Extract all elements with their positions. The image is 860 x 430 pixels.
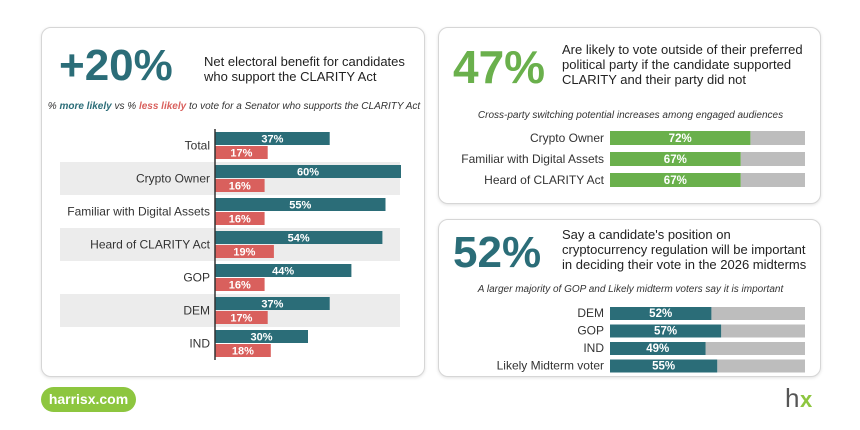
data-label-familiar-with-digital-assets: 67%: [664, 154, 687, 166]
bar-heard-of-clarity-act: [610, 173, 741, 187]
harrisx-logo: h x: [785, 383, 813, 413]
data-label-likely-midterm-voter: 55%: [652, 361, 675, 373]
data-label-less-likely-familiar-with-digital-assets: 16%: [229, 214, 251, 226]
data-label-less-likely-crypto-owner: 16%: [229, 181, 251, 193]
bar-less-likely-crypto-owner: [215, 179, 265, 192]
data-label-ind: 49%: [646, 343, 669, 355]
bar-less-likely-ind: [215, 344, 271, 357]
category-label-gop: GOP: [183, 271, 210, 285]
top-right-panel: 47% Are likely to vote outside of their …: [438, 27, 821, 204]
bar-remainder-dem: [711, 307, 805, 320]
bar-remainder-crypto-owner: [750, 131, 805, 145]
category-label-crypto-owner: Crypto Owner: [530, 131, 604, 145]
bar-more-likely-familiar-with-digital-assets: [215, 198, 386, 211]
data-label-less-likely-dem: 17%: [230, 313, 252, 325]
bar-more-likely-total: [215, 132, 330, 145]
left-big-stat: +20%: [59, 41, 173, 90]
data-label-more-likely-total: 37%: [261, 134, 283, 146]
data-label-less-likely-total: 17%: [230, 148, 252, 160]
category-label-dem: DEM: [577, 306, 604, 320]
bar-familiar-with-digital-assets: [610, 152, 741, 166]
bar-more-likely-gop: [215, 264, 352, 277]
subtitle-mid: vs %: [111, 101, 139, 112]
subtitle-suffix: to vote for a Senator who supports the C…: [186, 101, 421, 112]
tr-description: Are likely to vote outside of their pref…: [562, 42, 803, 87]
bar-remainder-gop: [721, 324, 805, 338]
bar-less-likely-heard-of-clarity-act: [215, 245, 274, 258]
bar-less-likely-total: [215, 146, 268, 159]
bar-ind: [610, 342, 706, 355]
subtitle-less-likely: less likely: [138, 101, 187, 112]
data-label-more-likely-dem: 37%: [261, 299, 283, 311]
data-label-less-likely-gop: 16%: [229, 280, 251, 292]
category-label-ind: IND: [583, 341, 604, 355]
bar-likely-midterm-voter: [610, 359, 718, 373]
bottom-right-panel: 52% Say a candidate's position on crypto…: [438, 219, 821, 377]
data-label-heard-of-clarity-act: 67%: [664, 175, 687, 187]
bar-more-likely-dem: [215, 297, 330, 310]
category-label-crypto-owner: Crypto Owner: [136, 172, 210, 186]
data-label-more-likely-heard-of-clarity-act: 54%: [288, 233, 310, 245]
bar-less-likely-familiar-with-digital-assets: [215, 212, 265, 225]
data-label-less-likely-ind: 18%: [232, 346, 254, 358]
data-label-more-likely-ind: 30%: [250, 332, 272, 344]
data-label-more-likely-familiar-with-digital-assets: 55%: [289, 200, 311, 212]
category-label-dem: DEM: [183, 304, 210, 318]
data-label-gop: 57%: [654, 326, 677, 338]
tr-note: Cross-party switching potential increase…: [477, 110, 784, 121]
data-label-dem: 52%: [649, 308, 672, 320]
data-label-more-likely-crypto-owner: 60%: [297, 167, 319, 179]
category-label-total: Total: [185, 139, 210, 153]
category-label-heard-of-clarity-act: Heard of CLARITY Act: [484, 173, 604, 187]
logo-h: h: [785, 383, 799, 413]
category-label-likely-midterm-voter: Likely Midterm voter: [497, 359, 604, 373]
left-subtitle: % more likely vs % less likely to vote f…: [42, 101, 424, 113]
br-bar-chart: DEM 52% GOP 57% IND 49% Likely Midterm voter 55…: [497, 306, 805, 373]
bar-remainder-likely-midterm-voter: [717, 359, 805, 373]
br-description: Say a candidate's position on cryptocurr…: [562, 227, 807, 272]
data-label-crypto-owner: 72%: [669, 133, 692, 145]
harrisx-url-badge[interactable]: harrisx.com: [41, 387, 136, 412]
bar-more-likely-ind: [215, 330, 308, 343]
bar-more-likely-heard-of-clarity-act: [215, 231, 383, 244]
br-note: A larger majority of GOP and Likely midt…: [477, 284, 784, 295]
left-panel: +20% Net electoral benefit for candidate…: [41, 27, 425, 377]
category-label-heard-of-clarity-act: Heard of CLARITY Act: [90, 238, 210, 252]
tr-big-stat: 47%: [453, 41, 546, 93]
subtitle-prefix: %: [47, 101, 60, 112]
br-big-stat: 52%: [453, 228, 542, 277]
bar-less-likely-dem: [215, 311, 268, 324]
left-bar-chart: Total 37% 17% Crypto Owner 60% 16% Familiar wi…: [60, 129, 401, 360]
bar-crypto-owner: [610, 131, 751, 145]
category-label-familiar-with-digital-assets: Familiar with Digital Assets: [67, 205, 210, 219]
bar-remainder-heard-of-clarity-act: [740, 173, 805, 187]
category-label-ind: IND: [189, 337, 210, 351]
bar-more-likely-crypto-owner: [215, 165, 401, 178]
bar-remainder-familiar-with-digital-assets: [740, 152, 805, 166]
data-label-more-likely-gop: 44%: [272, 266, 294, 278]
subtitle-more-likely: more likely: [59, 101, 112, 112]
left-description: Net electoral benefit for candidates who…: [204, 54, 405, 84]
bar-less-likely-gop: [215, 278, 265, 291]
bar-remainder-ind: [705, 342, 805, 355]
logo-x: x: [800, 387, 813, 412]
data-label-less-likely-heard-of-clarity-act: 19%: [233, 247, 255, 259]
bar-dem: [610, 307, 712, 320]
category-label-familiar-with-digital-assets: Familiar with Digital Assets: [461, 152, 604, 166]
tr-bar-chart: Crypto Owner 72% Familiar with Digital Ass…: [461, 131, 805, 187]
category-label-gop: GOP: [577, 324, 604, 338]
bar-gop: [610, 324, 722, 338]
